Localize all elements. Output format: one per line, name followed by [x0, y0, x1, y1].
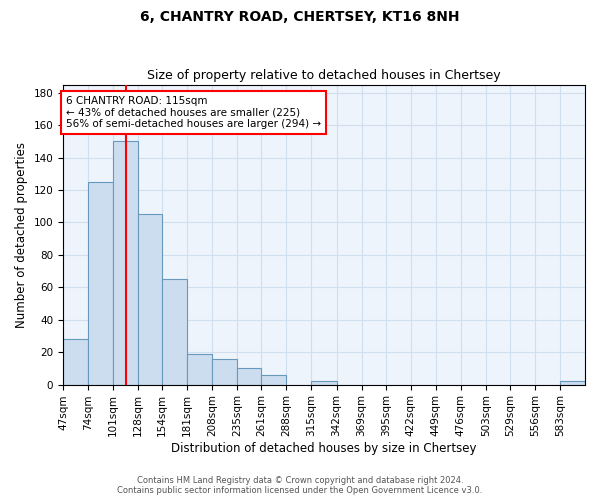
- Bar: [311, 382, 337, 384]
- Bar: [88, 182, 113, 384]
- X-axis label: Distribution of detached houses by size in Chertsey: Distribution of detached houses by size …: [171, 442, 477, 455]
- Text: 6, CHANTRY ROAD, CHERTSEY, KT16 8NH: 6, CHANTRY ROAD, CHERTSEY, KT16 8NH: [140, 10, 460, 24]
- Bar: [138, 214, 162, 384]
- Text: 6 CHANTRY ROAD: 115sqm
← 43% of detached houses are smaller (225)
56% of semi-de: 6 CHANTRY ROAD: 115sqm ← 43% of detached…: [66, 96, 321, 129]
- Title: Size of property relative to detached houses in Chertsey: Size of property relative to detached ho…: [147, 69, 501, 82]
- Bar: [63, 339, 88, 384]
- Bar: [162, 279, 187, 384]
- Bar: [560, 382, 585, 384]
- Bar: [212, 358, 238, 384]
- Y-axis label: Number of detached properties: Number of detached properties: [15, 142, 28, 328]
- Bar: [262, 375, 286, 384]
- Bar: [238, 368, 262, 384]
- Bar: [113, 142, 138, 384]
- Text: Contains HM Land Registry data © Crown copyright and database right 2024.
Contai: Contains HM Land Registry data © Crown c…: [118, 476, 482, 495]
- Bar: [187, 354, 212, 384]
